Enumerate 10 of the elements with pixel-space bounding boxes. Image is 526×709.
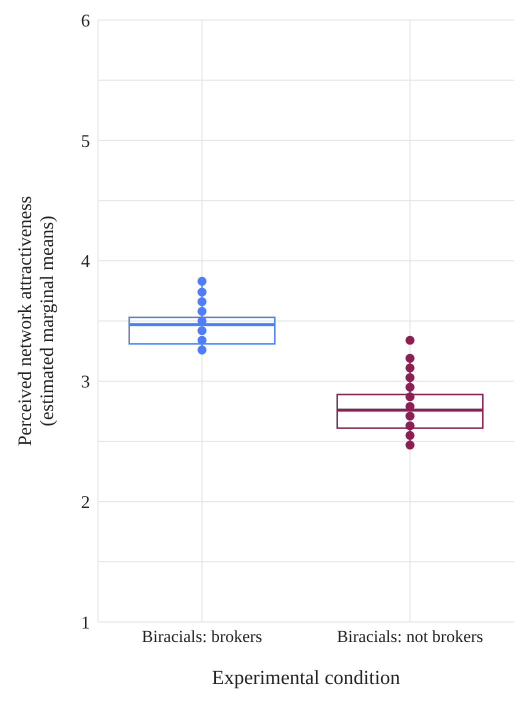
y-tick-label: 3: [81, 372, 90, 392]
x-tick-label: Biracials: brokers: [142, 627, 262, 646]
y-tick-label: 6: [81, 10, 90, 30]
x-tick-label: Biracials: not brokers: [336, 627, 484, 646]
y-tick-label: 4: [81, 251, 90, 272]
y-tick-label: 5: [81, 130, 90, 151]
y-axis-title: Perceived network attractiveness (estimated marginal means): [15, 196, 58, 446]
y-tick-label: 2: [81, 492, 90, 512]
y-tick-label: 1: [81, 612, 90, 632]
x-axis-title: Experimental condition: [212, 667, 400, 689]
